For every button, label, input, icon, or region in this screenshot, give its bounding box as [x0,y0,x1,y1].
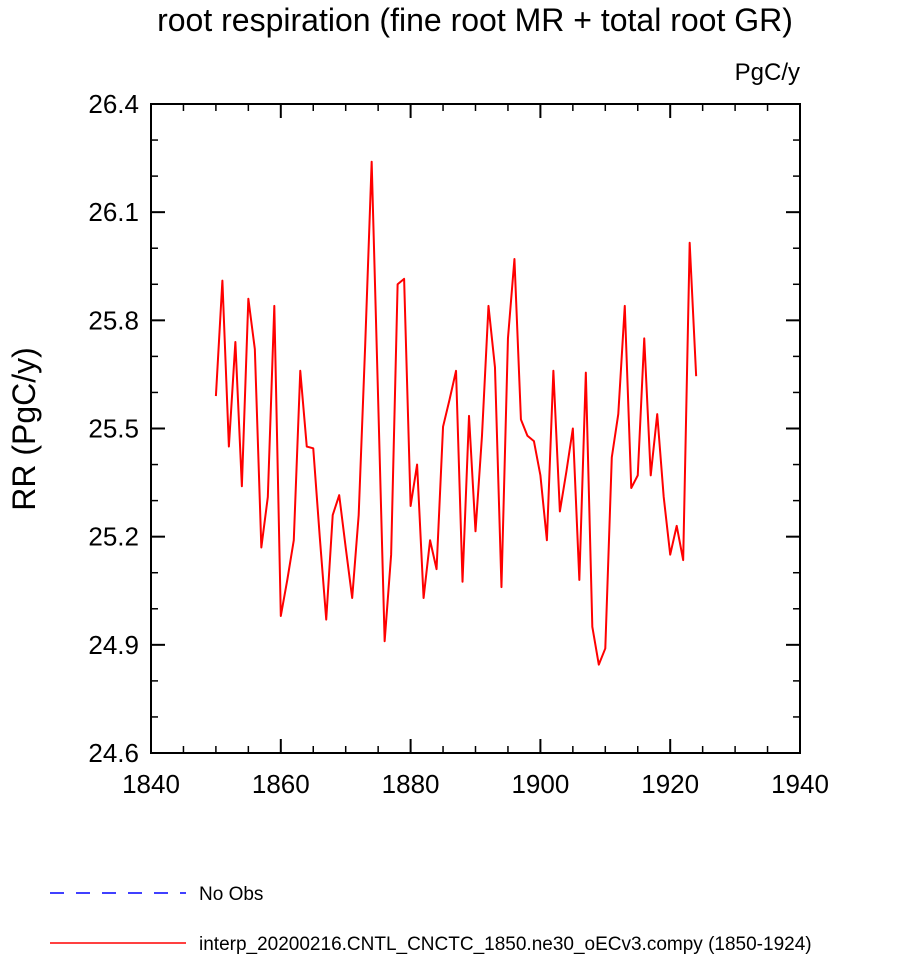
y-axis-label: RR (PgC/y) [6,347,42,511]
y-tick-label: 25.8 [88,305,139,335]
series-line [214,160,698,666]
legend-label: interp_20200216.CNTL_CNCTC_1850.ne30_oEC… [199,934,812,955]
plot-border [150,103,801,754]
y-tick-label: 25.2 [88,522,139,552]
x-tick-label: 1880 [382,769,440,799]
x-tick-label: 1940 [771,769,829,799]
y-tick-label: 24.6 [88,738,139,768]
x-tick-label: 1920 [641,769,699,799]
axis-ticks [150,103,801,754]
x-tick-label: 1860 [252,769,310,799]
legend-label: No Obs [199,884,263,905]
y-tick-label: 26.4 [88,89,139,119]
chart-title: root respiration (fine root MR + total r… [157,2,793,38]
units-label: PgC/y [735,59,800,86]
y-tick-label: 26.1 [88,197,139,227]
plot-frame [150,103,801,754]
x-tick-label: 1900 [511,769,569,799]
y-tick-label: 25.5 [88,414,139,444]
axis-tick-labels: 1840 1860 1880 1900 1920 1940 24.6 24.9 25.2 25.5… [88,89,829,799]
y-tick-label: 24.9 [88,630,139,660]
legend: No Obs interp_20200216.CNTL_CNCTC_1850.ne… [50,884,812,955]
series-layer [214,160,698,666]
x-tick-label: 1840 [122,769,180,799]
